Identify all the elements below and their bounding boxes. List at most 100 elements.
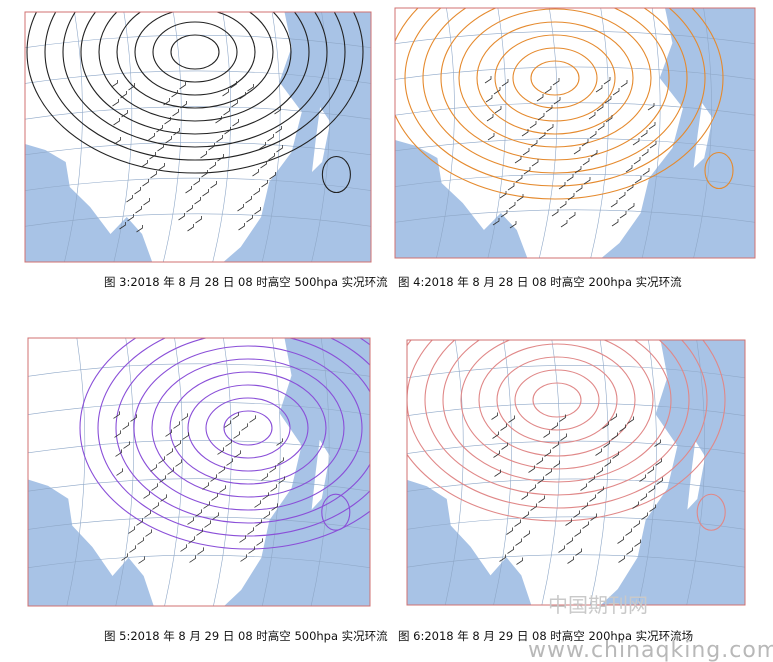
wind-barb: [267, 134, 274, 142]
wind-barb: [558, 182, 566, 190]
wind-barb: [604, 459, 611, 467]
wind-barb: [128, 526, 135, 534]
wind-barb: [560, 433, 567, 441]
graticule: [407, 554, 745, 568]
wind-barb: [141, 160, 148, 168]
wind-barb: [537, 113, 545, 121]
wind-barb: [493, 450, 500, 458]
wind-barb: [602, 421, 609, 429]
wind-barb: [501, 442, 508, 450]
map-frame: [406, 339, 746, 606]
wind-barb: [551, 422, 558, 430]
wind-barb: [269, 465, 276, 473]
graticule: [25, 213, 371, 227]
wind-barb: [112, 99, 119, 107]
weather-map: [394, 7, 756, 259]
wind-barb: [566, 174, 574, 182]
wind-barb: [201, 170, 208, 178]
wind-barb: [143, 198, 150, 206]
wind-barb: [210, 181, 217, 189]
wind-barb: [254, 500, 261, 508]
graticule: [686, 340, 706, 605]
wind-barb: [560, 220, 568, 228]
wind-barb: [210, 474, 217, 482]
wind-barb: [145, 529, 152, 537]
map-frame: [27, 337, 371, 607]
wind-barb: [269, 172, 276, 180]
wind-barb: [165, 136, 172, 144]
wind-barb: [596, 467, 603, 475]
wind-barb: [649, 504, 656, 512]
wind-barb: [253, 188, 260, 196]
wind-barb: [551, 209, 559, 217]
wind-barb: [625, 528, 632, 536]
wind-barb: [254, 207, 261, 215]
graticule: [407, 478, 745, 492]
contour: [407, 340, 708, 509]
wind-barb: [501, 79, 509, 87]
wind-barb: [618, 555, 625, 563]
wind-barb: [195, 216, 202, 224]
wind-barb: [627, 416, 634, 424]
wind-barb: [197, 547, 204, 555]
wind-barb: [603, 440, 610, 448]
graticule: [493, 340, 512, 605]
wind-barb: [567, 193, 575, 201]
wind-barb: [200, 151, 207, 159]
map-body: [407, 340, 745, 605]
wind-barb: [529, 121, 537, 129]
wind-barb: [204, 520, 211, 528]
contour: [321, 493, 351, 531]
wind-barb: [559, 201, 567, 209]
graticule: [311, 12, 330, 262]
wind-barb: [521, 129, 529, 137]
wind-barb: [639, 474, 646, 482]
contour: [440, 8, 670, 161]
wind-barb: [597, 123, 605, 131]
wind-barb: [167, 467, 174, 475]
wind-barb: [208, 143, 215, 151]
wind-barb: [508, 202, 516, 210]
wind-barb: [116, 468, 123, 476]
contour: [187, 384, 309, 472]
wind-barb: [538, 495, 545, 503]
wind-barb: [126, 195, 133, 203]
wind-barb: [122, 422, 129, 430]
wind-barb: [582, 521, 589, 529]
wind-barb: [589, 131, 597, 139]
graticule: [641, 8, 661, 258]
wind-barb: [232, 119, 239, 127]
wind-barb: [610, 200, 618, 208]
wind-barb: [581, 502, 588, 510]
wind-barb: [514, 156, 522, 164]
wind-barb: [588, 112, 596, 120]
wind-barb: [178, 213, 185, 221]
wind-barb: [611, 219, 619, 227]
graticule: [395, 30, 755, 45]
wind-barb: [553, 460, 560, 468]
wind-barb: [137, 537, 144, 545]
wind-barb: [605, 115, 613, 123]
wind-barb: [544, 86, 552, 94]
wind-barb: [239, 535, 246, 543]
wind-barb: [499, 191, 507, 199]
graticule: [261, 338, 281, 606]
wind-barb: [149, 152, 156, 160]
wind-barb: [215, 116, 222, 124]
wind-barb: [595, 448, 602, 456]
wind-barb: [494, 469, 501, 477]
wind-barb: [521, 492, 528, 500]
wind-barb: [612, 88, 620, 96]
graticule: [28, 440, 370, 454]
contour: [496, 356, 618, 444]
contour: [80, 12, 310, 135]
wind-barb: [172, 109, 179, 117]
wind-barb: [211, 493, 218, 501]
wind-barb: [163, 98, 170, 106]
contour: [532, 382, 582, 418]
wind-barb: [226, 458, 233, 466]
wind-barb: [589, 494, 596, 502]
wind-barb: [130, 414, 137, 422]
contour: [26, 12, 364, 174]
wind-barb: [544, 449, 551, 457]
